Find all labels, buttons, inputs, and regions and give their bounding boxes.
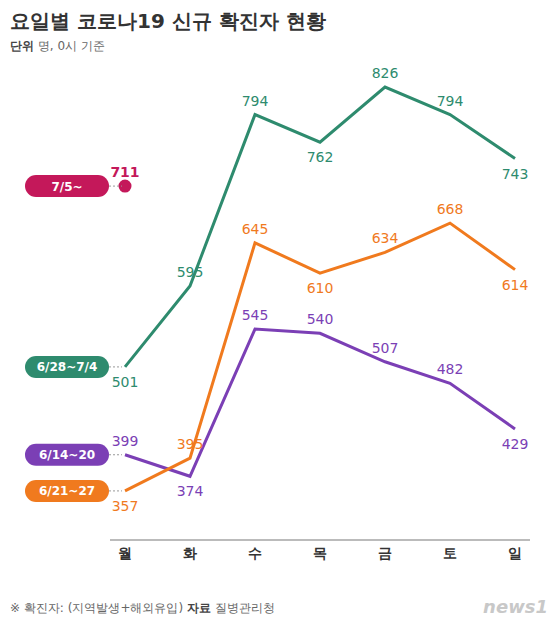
- svg-text:6/14~20: 6/14~20: [39, 448, 95, 462]
- svg-text:월: 월: [118, 545, 132, 561]
- svg-text:7/5~: 7/5~: [51, 180, 82, 194]
- svg-text:금: 금: [378, 545, 392, 561]
- svg-text:395: 395: [177, 436, 204, 452]
- svg-text:일: 일: [508, 545, 522, 561]
- svg-text:토: 토: [443, 545, 457, 561]
- html-text:※ 확진자: (지역발생+해외유입) 자료 질병관리청: ※ 확진자: (지역발생+해외유입) 자료 질병관리청: [10, 601, 275, 615]
- svg-text:634: 634: [372, 230, 399, 246]
- svg-text:507: 507: [372, 340, 399, 356]
- html-text:단위 명, 0시 기준: 단위 명, 0시 기준: [10, 39, 105, 53]
- svg-text:399: 399: [112, 433, 139, 449]
- svg-text:540: 540: [307, 311, 334, 327]
- svg-text:645: 645: [242, 221, 269, 237]
- svg-text:826: 826: [372, 65, 399, 81]
- html-text:news1: news1: [483, 596, 548, 617]
- svg-text:501: 501: [112, 374, 139, 390]
- svg-text:762: 762: [307, 149, 334, 165]
- svg-text:수: 수: [248, 545, 262, 561]
- svg-text:545: 545: [242, 307, 269, 323]
- svg-text:6/21~27: 6/21~27: [39, 484, 95, 498]
- svg-text:743: 743: [502, 166, 529, 182]
- svg-text:711: 711: [110, 164, 139, 180]
- svg-text:482: 482: [437, 361, 464, 377]
- html-text:요일별 코로나19 신규 확진자 현황: 요일별 코로나19 신규 확진자 현황: [10, 9, 326, 33]
- svg-text:357: 357: [112, 498, 139, 514]
- svg-text:614: 614: [502, 277, 529, 293]
- svg-text:595: 595: [177, 264, 204, 280]
- svg-text:668: 668: [437, 201, 464, 217]
- svg-text:794: 794: [437, 93, 464, 109]
- svg-text:6/28~7/4: 6/28~7/4: [37, 360, 98, 374]
- svg-text:목: 목: [313, 545, 327, 561]
- svg-text:610: 610: [307, 280, 334, 296]
- svg-text:화: 화: [183, 545, 197, 561]
- svg-text:429: 429: [502, 436, 529, 452]
- svg-text:794: 794: [242, 93, 269, 109]
- svg-text:374: 374: [177, 483, 204, 499]
